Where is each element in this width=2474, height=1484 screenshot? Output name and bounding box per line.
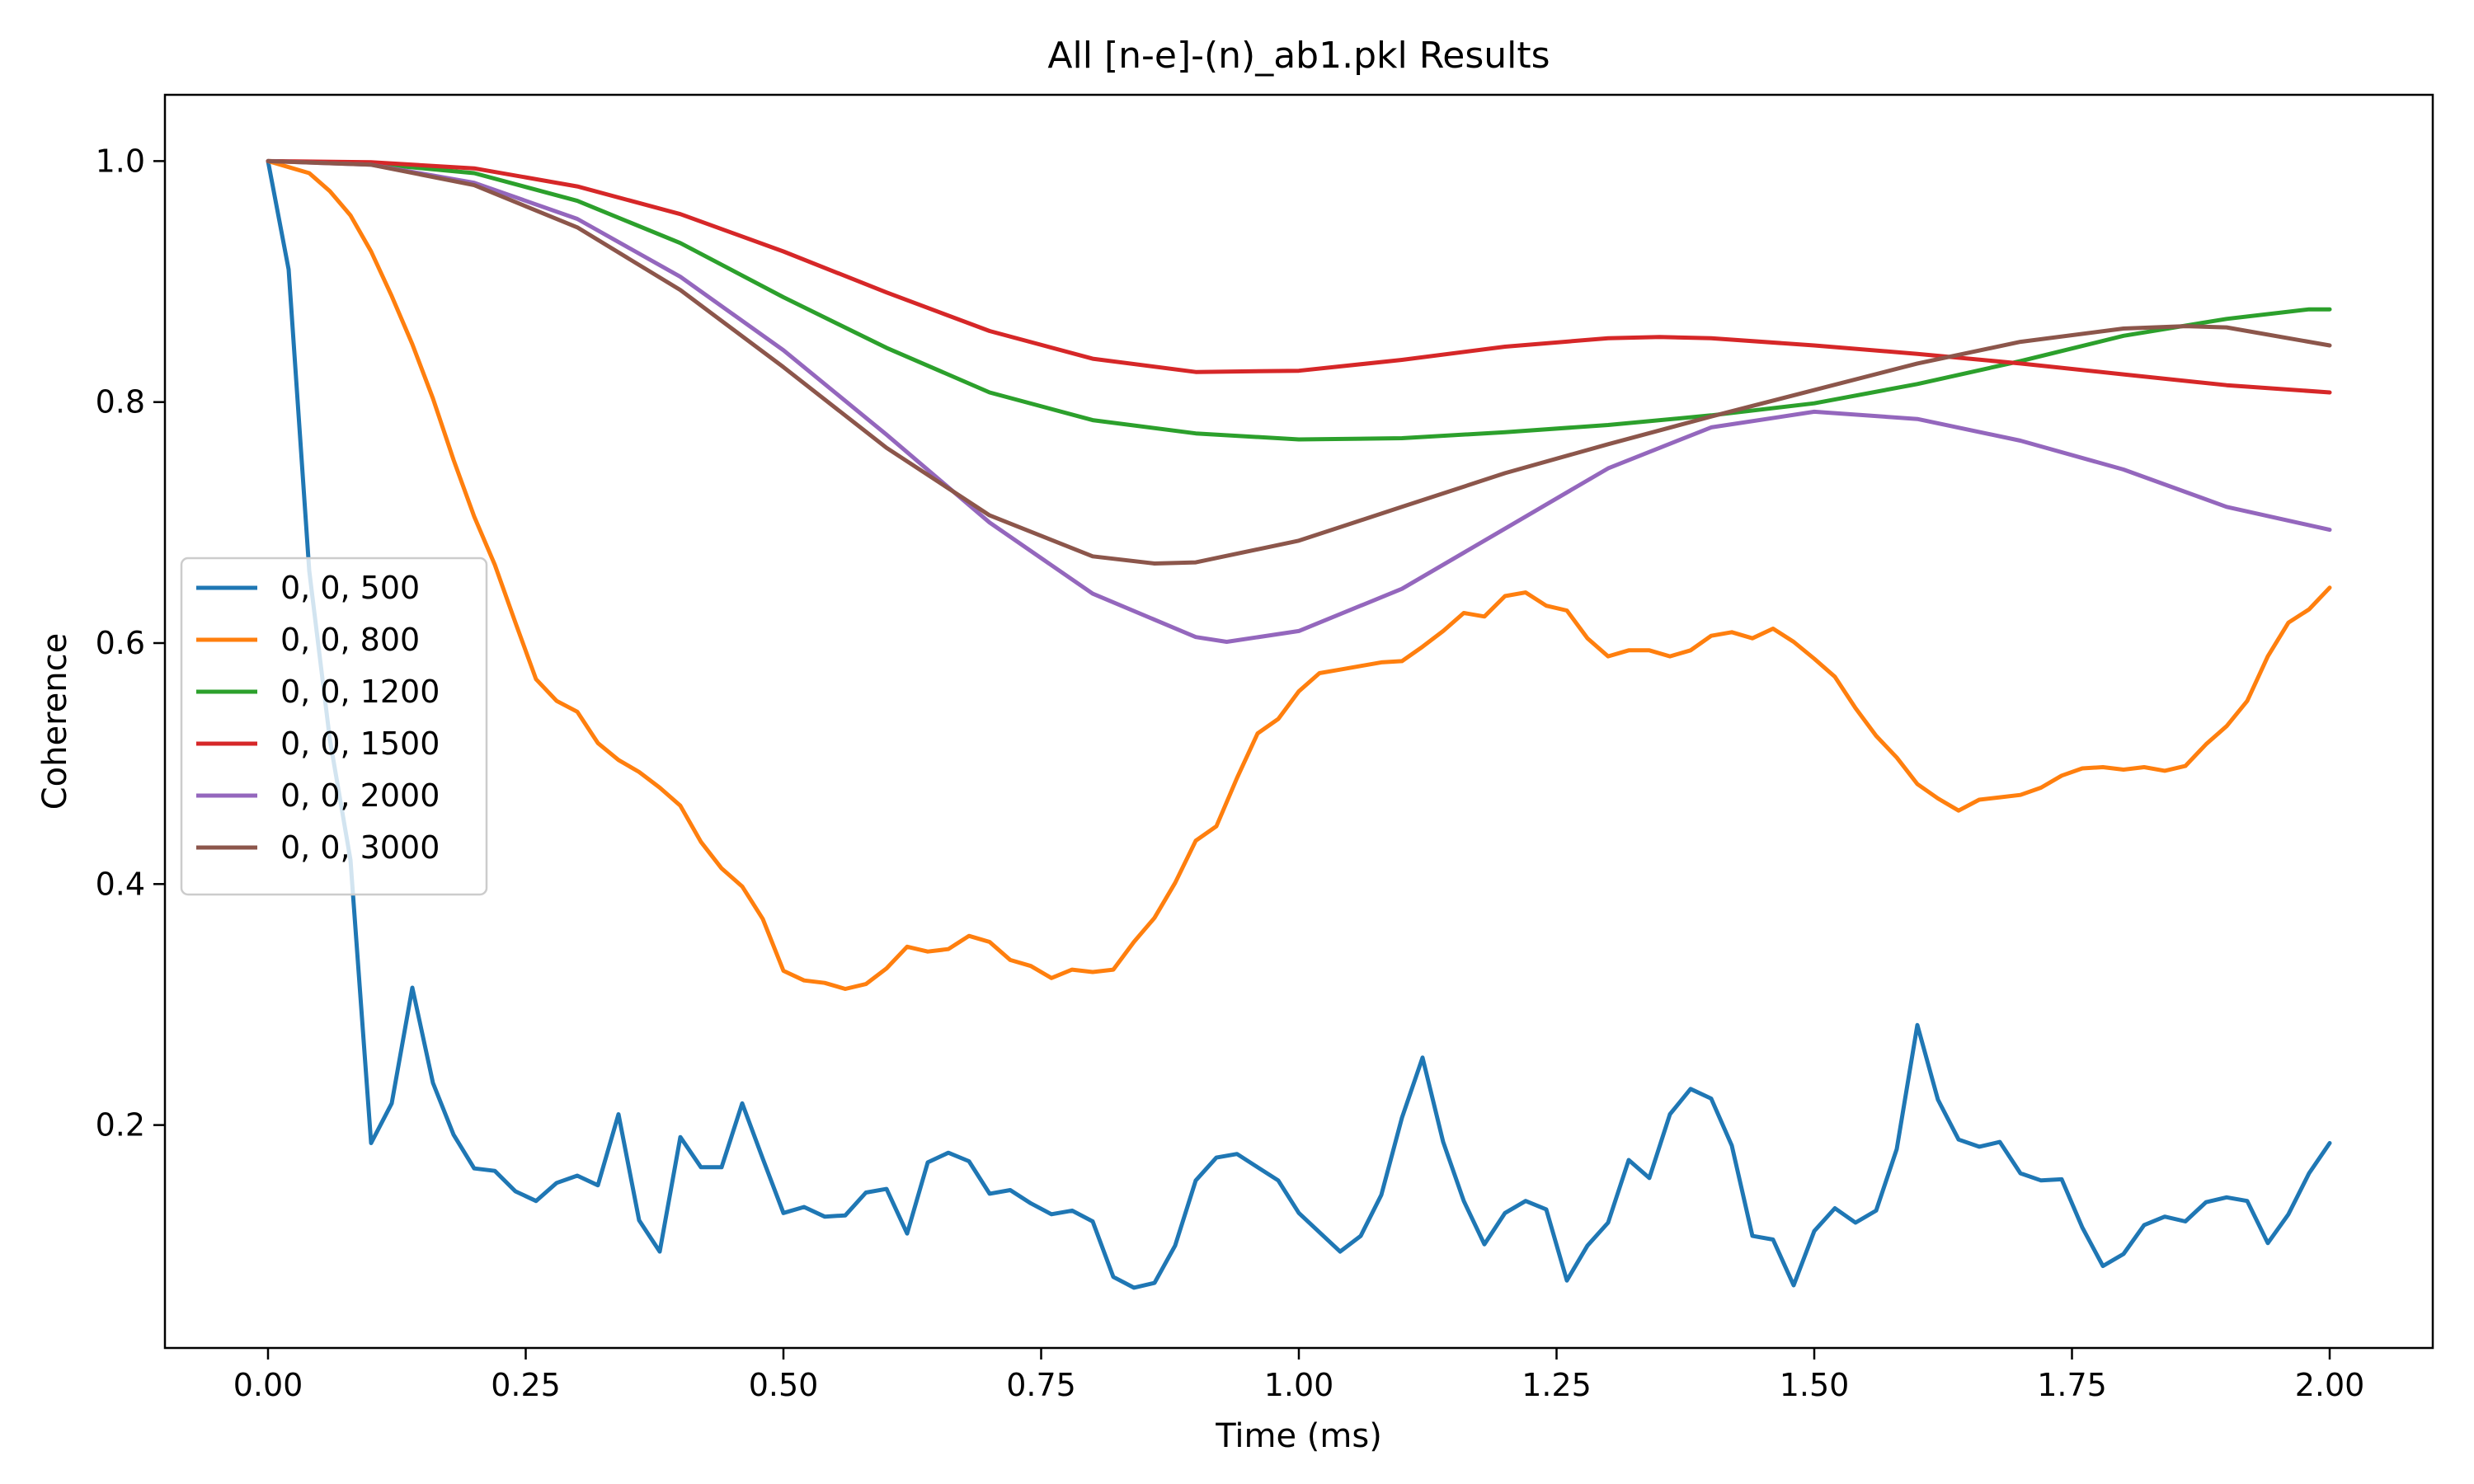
x-tick-label: 1.25 bbox=[1522, 1367, 1592, 1403]
series-line-4 bbox=[266, 158, 2332, 395]
legend-box bbox=[180, 556, 488, 896]
x-tick-label: 0.25 bbox=[491, 1367, 561, 1403]
series-line-3 bbox=[266, 158, 2332, 442]
x-tick-label: 0.00 bbox=[233, 1367, 303, 1403]
series-line-5 bbox=[266, 158, 2332, 644]
x-tick-label: 1.75 bbox=[2037, 1367, 2107, 1403]
legend-entry-label: 0, 0, 3000 bbox=[280, 829, 440, 866]
legend-entry-label: 0, 0, 1500 bbox=[280, 726, 440, 762]
y-tick-label: 1.0 bbox=[96, 143, 145, 179]
y-tick-label: 0.2 bbox=[96, 1107, 145, 1144]
legend-entry-label: 0, 0, 2000 bbox=[280, 777, 440, 814]
legend-entry-label: 0, 0, 500 bbox=[280, 570, 420, 606]
plot-area bbox=[165, 95, 2433, 1348]
series-line-1 bbox=[266, 158, 2332, 1290]
x-tick-label: 2.00 bbox=[2295, 1367, 2365, 1403]
y-axis: 0.2 0.4 0.6 0.8 1.0 bbox=[96, 143, 165, 1144]
series-line-6 bbox=[266, 158, 2332, 566]
y-tick-label: 0.6 bbox=[96, 625, 145, 661]
y-axis-label: Coherence bbox=[36, 633, 74, 810]
y-tick-label: 0.8 bbox=[96, 384, 145, 420]
series-layer bbox=[266, 158, 2332, 1290]
legend-entry-label: 0, 0, 800 bbox=[280, 622, 420, 658]
legend: 0, 0, 500 0, 0, 800 0, 0, 1200 0, 0, 1500 0,… bbox=[180, 556, 488, 896]
legend-entry-label: 0, 0, 1200 bbox=[280, 674, 440, 710]
x-tick-label: 1.50 bbox=[1780, 1367, 1850, 1403]
x-axis-label: Time (ms) bbox=[1215, 1417, 1382, 1455]
chart-title: All [n-e]-(n)_ab1.pkl Results bbox=[1047, 35, 1550, 77]
x-axis: 0.00 0.25 0.50 0.75 1.00 1.25 1.50 1.75 2.00 bbox=[233, 1348, 2365, 1403]
x-tick-label: 0.75 bbox=[1006, 1367, 1076, 1403]
series-line-2 bbox=[266, 158, 2332, 991]
x-tick-label: 1.00 bbox=[1264, 1367, 1334, 1403]
y-tick-label: 0.4 bbox=[96, 866, 145, 902]
x-tick-label: 0.50 bbox=[749, 1367, 819, 1403]
